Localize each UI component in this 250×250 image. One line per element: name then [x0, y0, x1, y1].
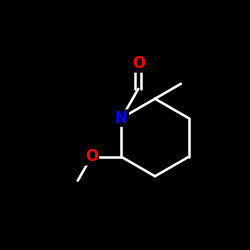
Text: O: O: [132, 56, 145, 72]
Text: N: N: [115, 110, 128, 126]
Text: O: O: [85, 150, 98, 164]
